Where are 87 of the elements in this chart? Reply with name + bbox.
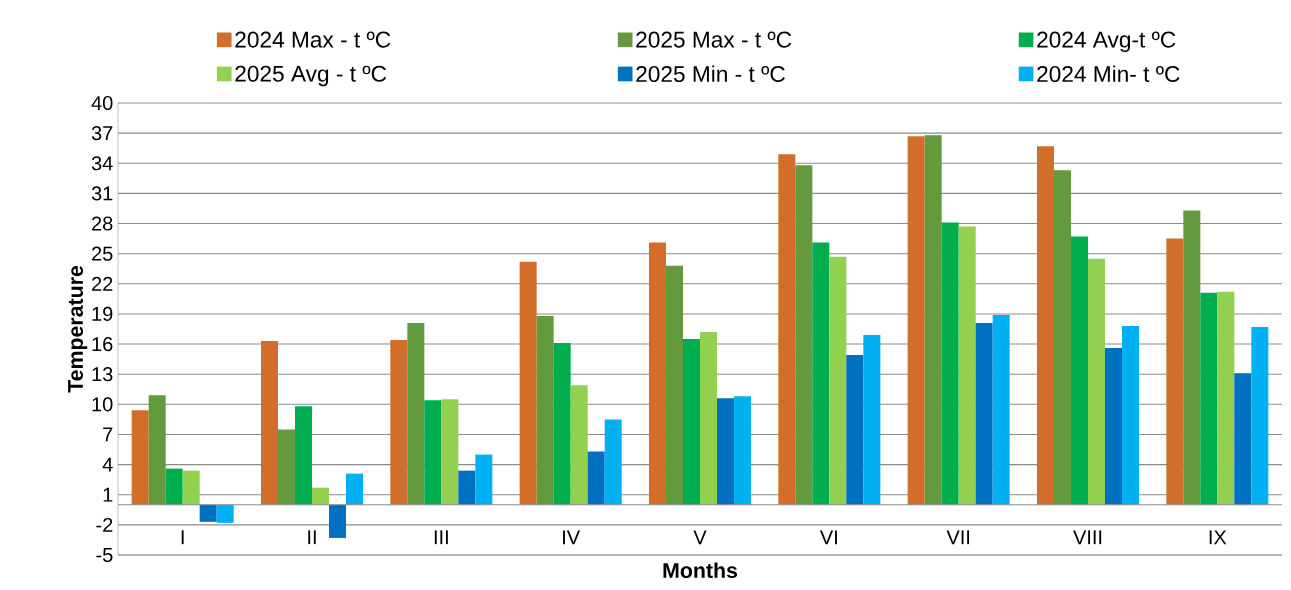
bar	[1183, 210, 1201, 505]
bar	[587, 451, 605, 505]
x-tick-label: III	[434, 530, 448, 545]
y-tick-label: 34	[91, 156, 113, 171]
bar	[648, 242, 666, 505]
bar	[165, 468, 183, 505]
x-tick-label: I	[181, 530, 184, 545]
bar	[199, 504, 217, 522]
bar	[475, 454, 493, 505]
bar	[261, 341, 278, 505]
bar	[700, 332, 718, 505]
bar	[1251, 326, 1269, 505]
y-tick-label: 28	[92, 216, 113, 231]
y-tick-label: 31	[91, 186, 113, 201]
bar	[716, 398, 734, 505]
bar	[1200, 292, 1218, 505]
legend-label: 2025 Max - t ºC	[636, 31, 792, 48]
y-tick-label: -2	[96, 517, 113, 532]
legend-label: 2025 Min - t ºC	[636, 65, 785, 83]
bar	[441, 399, 459, 505]
y-tick-label: 25	[92, 246, 113, 261]
x-tick-label: VII	[946, 530, 970, 545]
y-tick-label: 16	[92, 336, 113, 352]
bar	[329, 504, 346, 538]
bar	[424, 400, 442, 505]
bar	[182, 470, 200, 505]
y-axis-title: Temperature	[68, 265, 88, 393]
bar	[992, 314, 1010, 505]
bar	[570, 385, 588, 505]
bar	[666, 265, 684, 505]
y-tick-label: 19	[92, 306, 113, 322]
bar	[390, 340, 408, 505]
bar	[941, 222, 959, 505]
bar	[1070, 236, 1088, 505]
bar	[795, 165, 813, 505]
y-tick-label: 10	[92, 397, 113, 412]
bar	[216, 504, 234, 523]
x-tick-label: VIII	[1073, 530, 1102, 545]
bar	[1122, 325, 1139, 505]
x-tick-label: V	[693, 530, 707, 545]
bar	[1054, 170, 1072, 505]
bar	[1104, 348, 1122, 505]
bar	[907, 136, 925, 505]
y-tick-label: 1	[103, 487, 113, 502]
y-tick-label: 40	[91, 95, 113, 111]
bar	[734, 396, 752, 505]
bar	[829, 256, 847, 505]
bar	[519, 261, 537, 505]
bar	[536, 315, 554, 505]
x-tick-label: IX	[1209, 530, 1227, 545]
legend-label: 2024 Avg-t ºC	[1037, 31, 1176, 53]
legend-label: 2024 Max - t ºC	[235, 31, 391, 48]
bar	[131, 410, 149, 505]
bar	[604, 419, 622, 505]
bar	[924, 135, 942, 505]
bar	[295, 406, 312, 505]
y-tick-label: 7	[103, 427, 113, 442]
y-tick-label: 37	[91, 126, 113, 141]
bar	[148, 395, 166, 505]
legend-label: 2024 Min- t ºC	[1037, 65, 1180, 83]
bar	[346, 473, 364, 505]
bar	[958, 226, 976, 505]
bar	[778, 154, 796, 505]
bar	[1088, 258, 1106, 505]
y-tick-label: 4	[102, 457, 113, 472]
bar	[1166, 238, 1184, 505]
x-tick-label: II	[308, 530, 316, 545]
bar	[278, 429, 296, 505]
y-tick-label: 13	[92, 367, 113, 382]
bar	[863, 335, 881, 505]
bar	[458, 470, 476, 505]
legend-label: 2025 Avg - t ºC	[235, 65, 387, 87]
bar	[1036, 146, 1054, 505]
y-tick-label: -5	[96, 548, 113, 562]
x-tick-label: IV	[563, 530, 581, 545]
bar	[846, 355, 864, 505]
bar	[407, 322, 425, 505]
x-axis-title: Months	[663, 562, 738, 579]
x-tick-label: VI	[819, 530, 837, 545]
bar	[553, 343, 571, 505]
bar	[1217, 291, 1235, 505]
bar	[312, 487, 330, 505]
bar	[975, 322, 993, 505]
y-tick-label: 22	[92, 276, 113, 291]
bar	[812, 242, 830, 505]
bar	[683, 339, 700, 505]
bar	[1234, 373, 1252, 505]
